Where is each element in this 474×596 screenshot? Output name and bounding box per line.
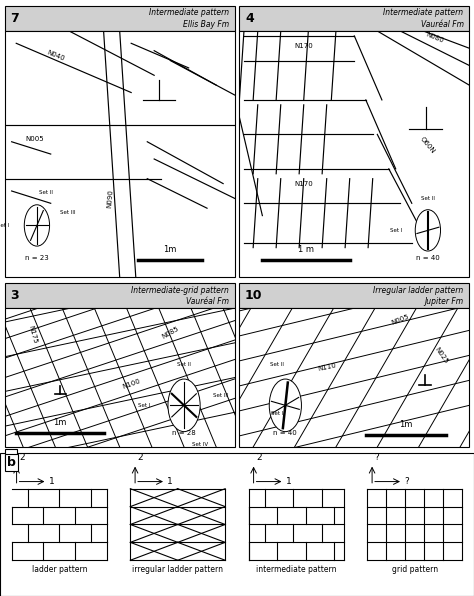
Text: Set II: Set II bbox=[421, 196, 435, 201]
Ellipse shape bbox=[168, 379, 200, 432]
Text: N085: N085 bbox=[161, 325, 180, 340]
Text: Set III: Set III bbox=[213, 393, 228, 398]
Text: ladder pattern: ladder pattern bbox=[31, 565, 87, 574]
Bar bbox=[5, 6, 235, 31]
Text: b: b bbox=[7, 456, 16, 469]
Bar bbox=[5, 283, 235, 308]
Text: grid pattern: grid pattern bbox=[392, 565, 438, 574]
Text: Vauréal Fm: Vauréal Fm bbox=[420, 20, 464, 29]
Text: n = 40: n = 40 bbox=[416, 255, 440, 261]
Text: n = 40: n = 40 bbox=[273, 430, 297, 436]
Text: N005: N005 bbox=[391, 313, 410, 326]
Text: Set I: Set I bbox=[271, 411, 283, 417]
Bar bbox=[5, 308, 235, 447]
Text: ?: ? bbox=[374, 454, 379, 462]
Text: 1: 1 bbox=[167, 477, 173, 486]
Text: N090: N090 bbox=[107, 189, 114, 208]
Text: 3: 3 bbox=[10, 289, 19, 302]
Text: 2: 2 bbox=[256, 454, 262, 462]
Ellipse shape bbox=[415, 210, 440, 251]
Text: Intermediate-grid pattern: Intermediate-grid pattern bbox=[131, 285, 229, 294]
Text: N170: N170 bbox=[294, 44, 313, 49]
Text: Irregular ladder pattern: Irregular ladder pattern bbox=[374, 285, 464, 294]
Text: Set I: Set I bbox=[390, 228, 402, 233]
Text: Set II: Set II bbox=[177, 362, 191, 367]
Ellipse shape bbox=[269, 379, 301, 432]
Text: 7: 7 bbox=[10, 12, 19, 25]
Text: intermediate pattern: intermediate pattern bbox=[256, 565, 337, 574]
Text: N175: N175 bbox=[27, 324, 37, 344]
Text: Intermediate pattern: Intermediate pattern bbox=[383, 8, 464, 17]
Text: Set II: Set II bbox=[270, 362, 284, 367]
Text: 10: 10 bbox=[245, 289, 263, 302]
Text: Jupiter Fm: Jupiter Fm bbox=[424, 297, 464, 306]
Text: Set I: Set I bbox=[0, 223, 9, 228]
Text: N025: N025 bbox=[434, 346, 449, 365]
Text: Vauréal Fm: Vauréal Fm bbox=[186, 297, 229, 306]
Text: 1m: 1m bbox=[53, 418, 67, 427]
Text: irregular ladder pattern: irregular ladder pattern bbox=[132, 565, 223, 574]
Text: n = 23: n = 23 bbox=[25, 255, 49, 261]
Bar bbox=[0, 456, 474, 459]
Bar bbox=[239, 308, 469, 447]
Ellipse shape bbox=[24, 205, 50, 246]
Text: N170: N170 bbox=[294, 181, 313, 187]
Text: Set IV: Set IV bbox=[192, 442, 208, 447]
Text: 2: 2 bbox=[137, 454, 143, 462]
Text: 1: 1 bbox=[49, 477, 55, 486]
Text: 1 m: 1 m bbox=[298, 245, 314, 254]
Text: ?: ? bbox=[404, 477, 409, 486]
Text: 4: 4 bbox=[245, 12, 254, 25]
Text: a: a bbox=[7, 451, 16, 464]
Bar bbox=[239, 283, 469, 308]
Bar bbox=[0, 453, 474, 596]
Bar bbox=[239, 31, 469, 277]
Text: 1m: 1m bbox=[400, 420, 413, 429]
Text: O60N: O60N bbox=[419, 136, 437, 155]
Text: N100: N100 bbox=[121, 378, 141, 390]
Text: 2: 2 bbox=[19, 454, 25, 462]
Text: Set II: Set II bbox=[39, 190, 54, 195]
Text: Intermediate pattern: Intermediate pattern bbox=[149, 8, 229, 17]
Bar bbox=[5, 31, 235, 277]
Bar bbox=[239, 6, 469, 31]
Text: n = 28: n = 28 bbox=[172, 430, 196, 436]
Text: 1: 1 bbox=[286, 477, 292, 486]
Text: N110: N110 bbox=[317, 362, 337, 372]
Text: Set III: Set III bbox=[60, 210, 75, 215]
Text: Ellis Bay Fm: Ellis Bay Fm bbox=[183, 20, 229, 29]
Text: 1m: 1m bbox=[164, 245, 177, 254]
Text: N080: N080 bbox=[425, 32, 445, 44]
Text: N040: N040 bbox=[46, 49, 65, 62]
Text: N005: N005 bbox=[25, 136, 44, 142]
Text: Set I: Set I bbox=[138, 403, 150, 408]
